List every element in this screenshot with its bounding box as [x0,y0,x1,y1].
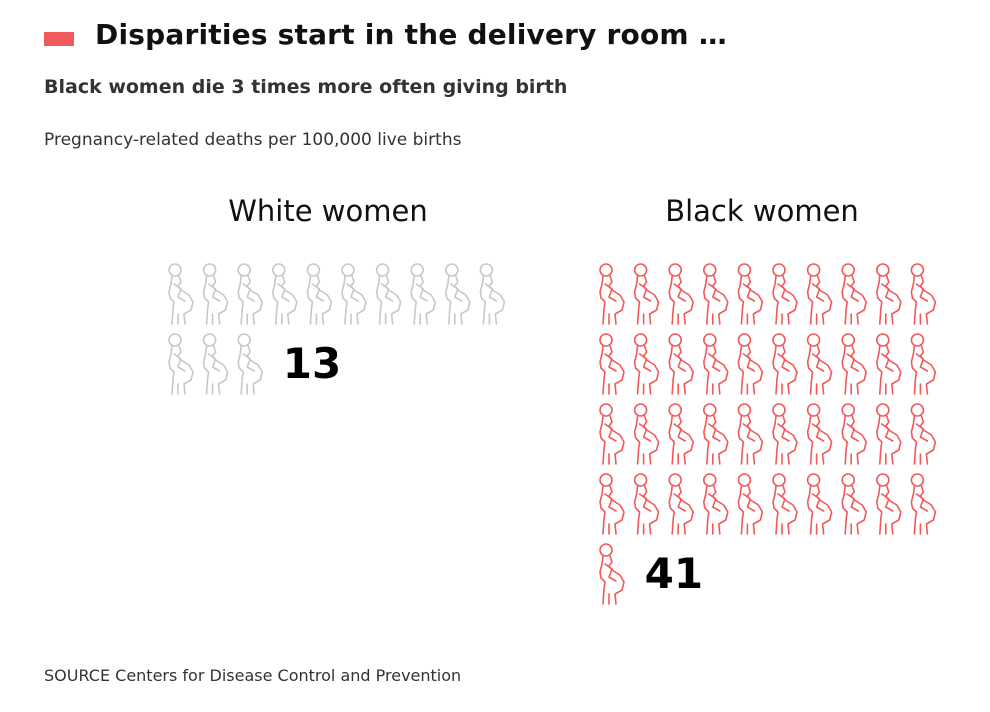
pregnant-woman-icon [806,333,833,395]
pregnant-woman-icon [806,403,833,465]
pregnant-woman-icon [737,473,764,535]
pregnant-woman-icon [168,333,194,395]
chart-title: Disparities start in the delivery room … [95,18,727,51]
pregnant-woman-icon [910,403,937,465]
pregnant-woman-icon [271,263,298,325]
pregnant-woman-icon [910,263,937,325]
pregnant-woman-icon [237,263,264,325]
pregnant-woman-icon [772,403,798,465]
pregnant-woman-icon [702,473,729,535]
count-label-1: 41 [645,549,703,598]
pregnant-woman-icon [875,473,902,535]
pregnant-woman-icon [668,473,695,535]
pregnant-woman-icon [737,403,764,465]
pregnant-woman-icon [237,333,264,395]
pregnant-woman-icon [599,403,625,465]
pregnant-woman-icon [702,333,729,395]
pregnant-woman-icon [875,333,902,395]
pregnant-woman-icon [633,333,660,395]
pregnant-woman-icon [910,473,937,535]
pregnant-woman-icon [633,263,660,325]
pregnant-woman-icon [668,403,695,465]
header-accent-bar [44,32,74,46]
pregnant-woman-icon [875,263,902,325]
count-label-0: 13 [283,339,341,388]
pregnant-woman-icon [668,333,695,395]
pregnant-woman-icon [737,263,764,325]
pregnant-woman-icon [910,333,937,395]
pregnant-woman-icon [841,263,868,325]
pregnant-woman-icon [633,473,660,535]
pregnant-woman-icon [702,263,729,325]
pregnant-woman-icon [772,473,798,535]
pregnant-woman-icon [875,403,902,465]
group-label-white-women: White women [228,194,428,228]
pregnant-woman-icon [772,263,798,325]
pregnant-woman-icon [599,543,625,605]
pregnant-woman-icon [772,333,798,395]
pregnant-woman-icon [737,333,764,395]
pregnant-woman-icon [479,263,506,325]
pregnant-woman-icon [599,333,625,395]
icon-group-1: 41 [599,263,937,605]
pregnant-woman-icon [841,333,868,395]
pregnant-woman-icon [806,263,833,325]
pregnant-woman-icon [633,403,660,465]
pregnant-woman-icon [202,263,229,325]
pregnant-woman-icon [599,473,625,535]
pregnant-woman-icon [841,473,868,535]
pregnant-woman-icon [168,263,194,325]
icon-group-0: 13 [168,263,506,395]
pregnant-woman-icon [444,263,471,325]
unit-label: Pregnancy-related deaths per 100,000 liv… [44,130,462,150]
pregnant-woman-icon [702,403,729,465]
source-note: SOURCE Centers for Disease Control and P… [44,666,462,685]
pregnant-woman-icon [599,263,625,325]
pregnant-woman-icon [202,333,229,395]
pregnant-woman-icon [668,263,695,325]
chart-subtitle: Black women die 3 times more often givin… [44,76,568,98]
pregnant-woman-icon [341,263,367,325]
pregnant-woman-icon [410,263,437,325]
group-label-black-women: Black women [665,194,859,228]
pregnant-woman-icon [375,263,402,325]
pregnant-woman-icon [306,263,333,325]
pregnant-woman-icon [806,473,833,535]
pregnant-woman-icon [841,403,868,465]
